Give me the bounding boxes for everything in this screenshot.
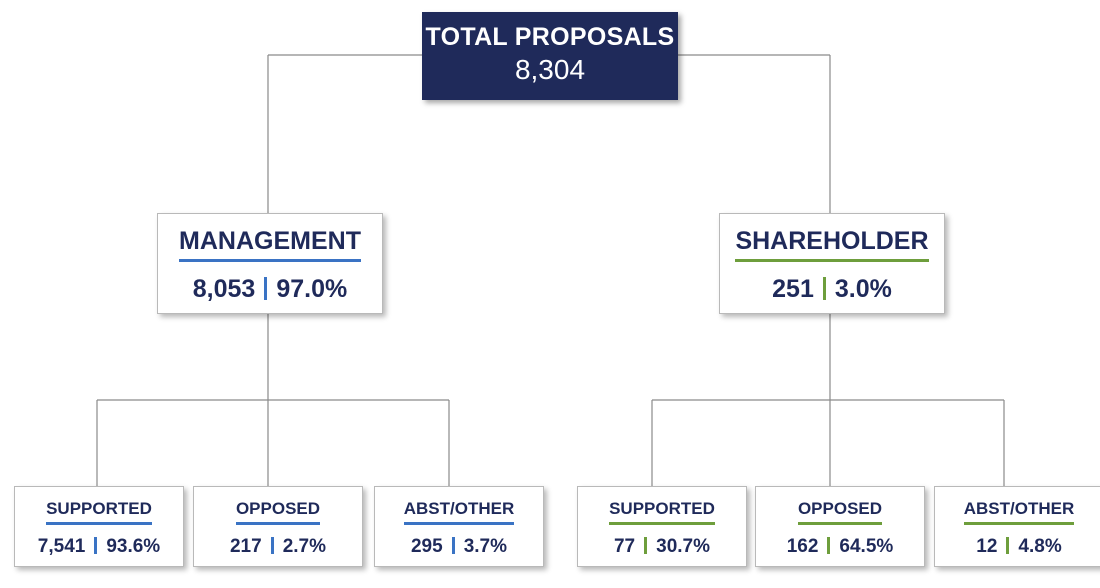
- leaf-title: ABST/OTHER: [403, 499, 515, 525]
- leaf-value: 77 30.7%: [578, 536, 746, 558]
- leaf-title: OPPOSED: [797, 499, 883, 525]
- leaf-percent: 93.6%: [106, 536, 161, 557]
- leaf-value: 162 64.5%: [756, 536, 924, 558]
- leaf-value: 217 2.7%: [194, 536, 362, 558]
- management-percent: 97.0%: [276, 275, 348, 303]
- management-abst-box: ABST/OTHER 295 3.7%: [374, 486, 544, 567]
- leaf-count: 77: [613, 536, 636, 557]
- leaf-title: SUPPORTED: [46, 499, 152, 525]
- leaf-value: 12 4.8%: [935, 536, 1100, 558]
- leaf-value: 295 3.7%: [375, 536, 543, 558]
- leaf-percent: 3.7%: [463, 536, 507, 557]
- separator-bar: [270, 536, 274, 554]
- leaf-percent: 64.5%: [839, 536, 894, 557]
- leaf-percent: 2.7%: [282, 536, 326, 557]
- leaf-count: 217: [229, 536, 262, 557]
- shareholder-percent: 3.0%: [834, 275, 892, 303]
- management-box: MANAGEMENT 8,053 97.0%: [157, 213, 383, 314]
- separator-bar: [1006, 536, 1010, 554]
- separator-bar: [94, 536, 98, 554]
- separator-bar: [451, 536, 455, 554]
- leaf-value: 7,541 93.6%: [15, 536, 183, 558]
- management-value: 8,053 97.0%: [158, 275, 382, 304]
- total-proposals-value: 8,304: [514, 54, 586, 85]
- leaf-count: 295: [410, 536, 443, 557]
- shareholder-title: SHAREHOLDER: [735, 227, 929, 262]
- separator-bar: [264, 277, 268, 300]
- leaf-count: 7,541: [37, 536, 86, 557]
- separator-bar: [644, 536, 648, 554]
- leaf-title: OPPOSED: [235, 499, 321, 525]
- total-proposals-box: TOTAL PROPOSALS 8,304: [422, 12, 678, 100]
- shareholder-value: 251 3.0%: [720, 275, 944, 304]
- shareholder-opposed-box: OPPOSED 162 64.5%: [755, 486, 925, 567]
- shareholder-count: 251: [772, 275, 814, 303]
- shareholder-box: SHAREHOLDER 251 3.0%: [719, 213, 945, 314]
- leaf-percent: 4.8%: [1018, 536, 1062, 557]
- shareholder-abst-box: ABST/OTHER 12 4.8%: [934, 486, 1100, 567]
- management-count: 8,053: [192, 275, 256, 303]
- shareholder-supported-box: SUPPORTED 77 30.7%: [577, 486, 747, 567]
- leaf-percent: 30.7%: [656, 536, 710, 557]
- management-supported-box: SUPPORTED 7,541 93.6%: [14, 486, 184, 567]
- total-proposals-title: TOTAL PROPOSALS: [425, 23, 675, 51]
- management-title: MANAGEMENT: [179, 227, 361, 262]
- separator-bar: [827, 536, 831, 554]
- separator-bar: [822, 277, 826, 300]
- leaf-title: ABST/OTHER: [963, 499, 1075, 525]
- leaf-count: 162: [786, 536, 819, 557]
- leaf-title: SUPPORTED: [609, 499, 715, 525]
- management-opposed-box: OPPOSED 217 2.7%: [193, 486, 363, 567]
- leaf-count: 12: [976, 536, 998, 557]
